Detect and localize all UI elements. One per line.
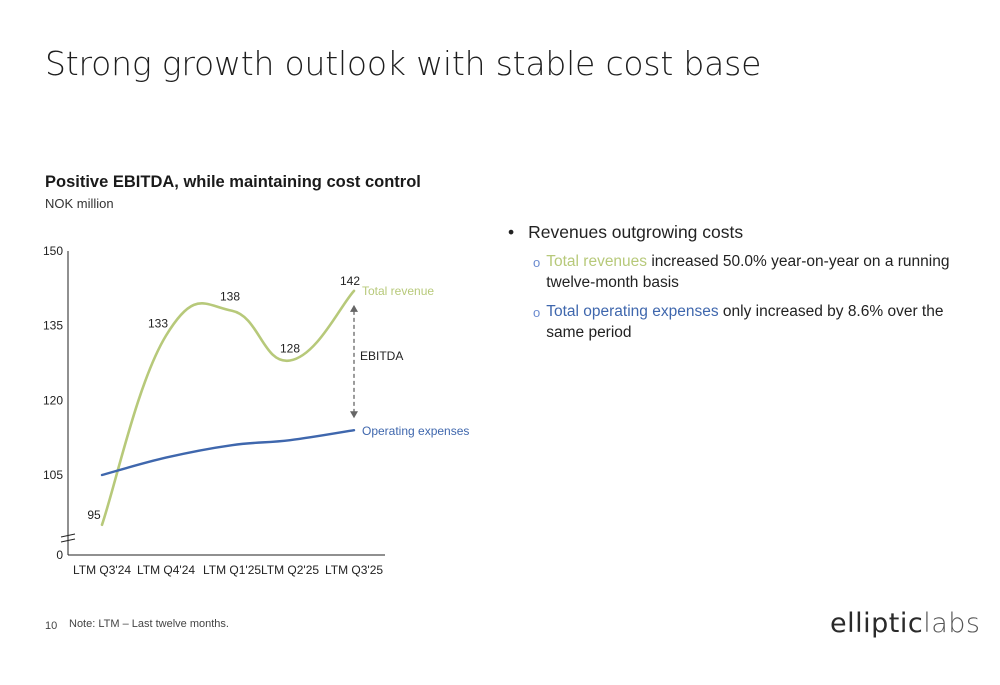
data-label-total-revenue: 95 — [87, 508, 101, 522]
opex-highlight: Total operating expenses — [546, 303, 719, 320]
sub-bullet-marker: o — [533, 305, 541, 320]
revenue-rest: increased 50.0% year-on-year on a runnin… — [546, 253, 950, 291]
y-tick-label: 150 — [43, 244, 63, 258]
axis-break-mark — [60, 533, 76, 538]
data-label-total-revenue: 128 — [280, 342, 300, 356]
data-label-total-revenue: 138 — [220, 290, 240, 304]
y-tick-label: 120 — [43, 393, 63, 407]
axis-break-mark — [60, 538, 76, 543]
sub-bullet-list: o Total revenues increased 50.0% year-on… — [508, 251, 968, 343]
bullet-main-text: Revenues outgrowing costs — [528, 222, 744, 242]
y-tick-label: 105 — [43, 468, 63, 482]
y-tick-label: 0 — [56, 548, 63, 562]
revenue-highlight: Total revenues — [546, 253, 648, 270]
logo-light: labs — [923, 608, 981, 639]
ebitda-annotation-label: EBITDA — [360, 349, 403, 363]
sub-bullet-revenue: o Total revenues increased 50.0% year-on… — [533, 251, 968, 293]
ebitda-arrow-head-down — [350, 411, 358, 419]
x-tick-label: LTM Q4'24 — [137, 563, 195, 577]
ebitda-arrow-head-up — [350, 304, 358, 312]
slide-title: Strong growth outlook with stable cost b… — [45, 44, 762, 83]
bullet-dot: • — [508, 222, 515, 242]
opex-rest: only increased by 8.6% over the same per… — [546, 303, 944, 341]
page-number: 10 — [45, 620, 58, 632]
series-line-operating-expenses — [100, 429, 356, 477]
chart-heading: Positive EBITDA, while maintaining cost … — [45, 173, 421, 191]
x-tick-label: LTM Q3'25 — [325, 563, 383, 577]
sub-bullet-text: Total operating expenses only increased … — [546, 301, 968, 343]
company-logo: ellipticlabs — [830, 608, 980, 639]
x-tick-label: LTM Q1'25 — [203, 563, 261, 577]
sub-bullet-text: Total revenues increased 50.0% year-on-y… — [546, 251, 968, 293]
logo-bold: elliptic — [830, 608, 924, 639]
data-label-total-revenue: 142 — [340, 274, 360, 288]
x-tick-label: LTM Q2'25 — [261, 563, 319, 577]
bullet-list: • Revenues outgrowing costs o Total reve… — [508, 222, 968, 351]
sub-bullet-opex: o Total operating expenses only increase… — [533, 301, 968, 343]
x-tick-label: LTM Q3'24 — [73, 563, 131, 577]
y-tick-label: 135 — [43, 319, 63, 333]
sub-bullet-marker: o — [533, 255, 541, 270]
footnote: Note: LTM – Last twelve months. — [69, 618, 229, 630]
series-label-total-revenue: Total revenue — [362, 284, 434, 298]
data-label-total-revenue: 133 — [148, 317, 168, 331]
series-label-operating-expenses: Operating expenses — [362, 424, 469, 438]
series-line-total-revenue — [100, 289, 356, 527]
chart-unit-label: NOK million — [45, 196, 114, 211]
bullet-main: • Revenues outgrowing costs — [508, 222, 968, 243]
